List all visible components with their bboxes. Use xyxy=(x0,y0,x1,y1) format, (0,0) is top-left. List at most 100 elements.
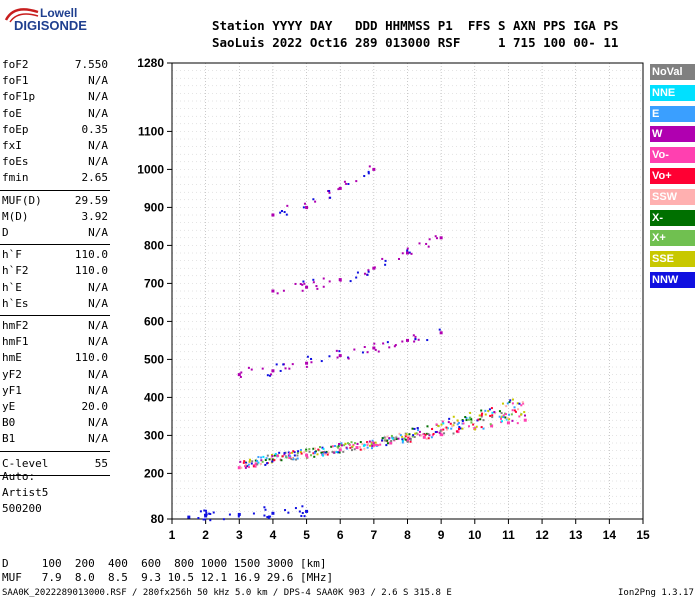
param-name: h`E xyxy=(2,280,22,294)
echo-point xyxy=(414,432,417,435)
echo-point xyxy=(335,349,338,352)
param-name: foE xyxy=(2,106,22,120)
param-name: hmF1 xyxy=(2,335,29,349)
data-point xyxy=(372,167,376,171)
echo-point xyxy=(254,465,257,468)
echo-point xyxy=(401,439,404,442)
echo-point xyxy=(244,466,247,469)
param-row: foF1 N/A xyxy=(2,74,108,88)
echo-point xyxy=(283,453,286,456)
legend-item: X- xyxy=(650,209,695,226)
echo-point xyxy=(301,289,304,292)
x-tick-label: 14 xyxy=(603,528,617,542)
echo-point xyxy=(511,419,514,422)
echo-point xyxy=(312,447,315,450)
echo-point xyxy=(446,427,449,430)
param-name: foF2 xyxy=(2,58,29,71)
echo-point xyxy=(511,402,514,405)
echo-point xyxy=(480,415,483,418)
echo-point xyxy=(411,427,414,430)
echo-point xyxy=(475,425,478,428)
echo-point xyxy=(305,449,308,452)
echo-point xyxy=(199,510,202,513)
echo-point xyxy=(314,447,317,450)
echo-point xyxy=(331,445,334,448)
echo-point xyxy=(462,422,465,425)
echo-point xyxy=(473,428,476,431)
echo-point xyxy=(321,446,324,449)
echo-point xyxy=(266,454,269,457)
echo-point xyxy=(266,462,269,465)
echo-point xyxy=(336,445,339,448)
echo-point xyxy=(306,355,309,358)
echo-point xyxy=(416,427,419,430)
echo-point xyxy=(281,455,284,458)
echo-point xyxy=(312,281,315,284)
echo-point xyxy=(303,451,306,454)
echo-point xyxy=(208,512,211,515)
echo-point xyxy=(283,452,286,455)
echo-point xyxy=(441,434,444,437)
data-point xyxy=(490,424,494,428)
x-tick-label: 15 xyxy=(636,528,650,542)
echo-point xyxy=(518,402,521,405)
echo-point xyxy=(299,283,302,286)
param-value: 29.59 xyxy=(74,193,108,207)
legend-item: E xyxy=(650,105,695,122)
echo-point xyxy=(457,421,460,424)
echo-point xyxy=(296,457,299,460)
echo-point xyxy=(273,454,276,457)
echo-point xyxy=(316,453,319,456)
x-tick-label: 9 xyxy=(438,528,445,542)
echo-point xyxy=(435,237,438,240)
echo-point xyxy=(517,408,520,411)
echo-point xyxy=(498,410,501,413)
echo-point xyxy=(384,439,387,442)
echo-point xyxy=(513,409,516,412)
echo-point xyxy=(315,285,318,288)
echo-point xyxy=(295,458,298,461)
echo-point xyxy=(269,515,272,518)
echo-point xyxy=(276,292,279,295)
echo-point xyxy=(257,456,260,459)
param-value: N/A xyxy=(88,106,108,120)
echo-point xyxy=(254,459,257,462)
echo-point xyxy=(338,350,341,353)
echo-point xyxy=(513,406,516,409)
echo-point xyxy=(491,411,494,414)
echo-point xyxy=(416,433,419,436)
echo-point xyxy=(381,257,384,260)
echo-point xyxy=(273,459,276,462)
echo-point xyxy=(266,374,269,377)
echo-point xyxy=(450,427,453,430)
echo-point xyxy=(266,516,269,519)
echo-point xyxy=(470,419,473,422)
echo-point xyxy=(397,437,400,440)
echo-point xyxy=(359,441,362,444)
echo-point xyxy=(292,450,295,453)
echo-point xyxy=(445,426,448,429)
x-tick-label: 13 xyxy=(569,528,583,542)
param-row: h`E N/A xyxy=(2,281,108,295)
echo-point xyxy=(330,445,333,448)
param-row: h`F 110.0 xyxy=(2,248,108,262)
echo-point xyxy=(472,423,475,426)
echo-point xyxy=(377,350,380,353)
param-row: B1 N/A xyxy=(2,432,108,446)
header-row-1: Station YYYY DAY DDD HHMMSS P1 FFS S AXN… xyxy=(212,18,619,33)
echo-point xyxy=(346,442,349,445)
echo-point xyxy=(283,211,286,214)
param-value: 0.35 xyxy=(81,122,109,136)
echo-point xyxy=(413,427,416,430)
echo-point xyxy=(431,434,434,437)
echo-point xyxy=(288,452,291,455)
echo-point xyxy=(286,204,289,207)
auto-label: Auto: xyxy=(2,470,36,483)
echo-point xyxy=(406,440,409,443)
data-point xyxy=(389,441,393,445)
echo-point xyxy=(458,426,461,429)
param-value: N/A xyxy=(88,432,108,446)
echo-point xyxy=(399,434,402,437)
echo-point xyxy=(377,444,380,447)
echo-point xyxy=(435,423,438,426)
